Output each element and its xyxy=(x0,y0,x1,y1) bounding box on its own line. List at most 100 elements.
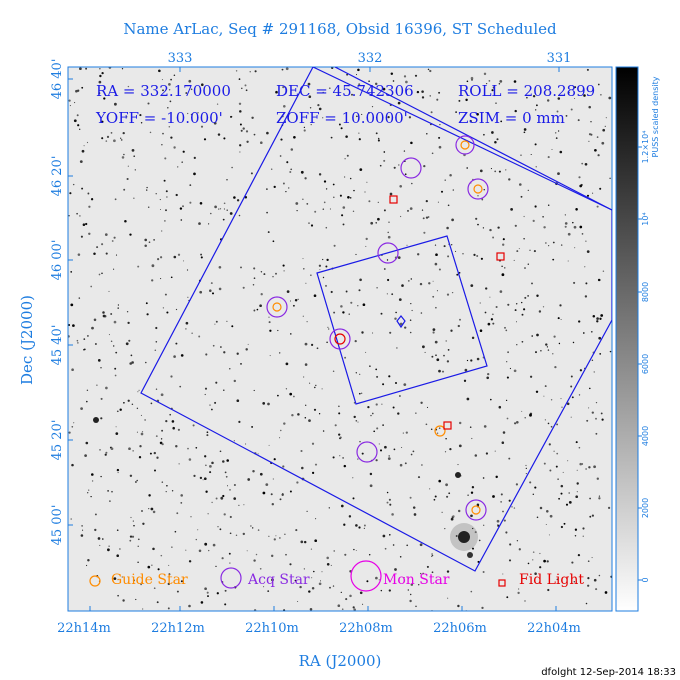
background-star xyxy=(229,562,231,564)
background-star xyxy=(434,340,438,344)
background-star xyxy=(543,226,546,229)
background-star xyxy=(371,412,374,415)
background-star xyxy=(421,96,425,99)
background-star xyxy=(129,535,133,538)
background-star xyxy=(534,486,537,489)
background-star xyxy=(109,500,111,502)
background-star xyxy=(392,80,395,82)
background-star xyxy=(529,249,531,252)
colorbar-title: PUSS scaled density xyxy=(651,76,660,157)
background-star xyxy=(506,596,509,599)
background-star xyxy=(116,529,119,532)
background-star xyxy=(219,208,222,210)
background-star xyxy=(427,68,430,71)
background-star xyxy=(415,412,417,414)
background-star xyxy=(365,237,368,241)
background-star xyxy=(470,78,474,81)
background-star xyxy=(97,537,101,540)
background-star xyxy=(286,290,290,293)
background-star xyxy=(513,259,515,261)
background-star xyxy=(325,226,328,229)
background-star xyxy=(155,193,157,195)
background-star xyxy=(525,467,527,470)
background-star xyxy=(436,432,439,434)
background-star xyxy=(120,139,123,141)
background-star xyxy=(492,236,495,239)
background-star xyxy=(376,427,379,430)
background-star xyxy=(318,264,322,267)
background-star xyxy=(224,589,227,592)
background-star xyxy=(568,492,571,494)
background-star xyxy=(598,495,601,497)
background-star xyxy=(488,79,491,82)
background-star xyxy=(81,149,85,153)
background-star xyxy=(162,132,164,135)
background-star xyxy=(349,197,352,199)
background-star xyxy=(498,405,502,409)
background-star xyxy=(595,401,598,404)
background-star xyxy=(233,379,236,383)
background-star xyxy=(122,131,125,135)
background-star xyxy=(388,375,391,378)
background-star xyxy=(268,444,270,446)
background-star xyxy=(340,504,344,508)
background-star xyxy=(429,69,432,73)
background-star xyxy=(342,206,346,209)
background-star xyxy=(82,223,86,226)
background-star xyxy=(254,70,257,73)
background-star xyxy=(87,492,89,494)
background-star xyxy=(218,265,222,269)
background-star xyxy=(430,111,433,114)
background-star xyxy=(399,185,403,188)
background-star xyxy=(420,572,422,575)
background-star xyxy=(589,497,591,500)
background-star xyxy=(158,69,161,73)
background-star xyxy=(500,493,503,496)
background-star xyxy=(507,303,510,306)
background-star xyxy=(96,384,98,386)
background-star xyxy=(80,235,83,238)
background-star xyxy=(182,205,184,208)
background-star xyxy=(78,297,81,299)
background-star xyxy=(562,471,564,473)
background-star xyxy=(310,224,314,227)
background-star xyxy=(120,137,122,139)
background-star xyxy=(556,110,559,113)
background-star xyxy=(147,206,150,208)
background-star xyxy=(304,177,307,180)
background-star xyxy=(419,543,423,547)
background-star xyxy=(445,340,447,342)
background-star xyxy=(423,231,426,234)
background-star xyxy=(497,524,499,526)
background-star xyxy=(438,479,442,483)
background-star xyxy=(209,404,211,406)
background-star xyxy=(470,76,474,80)
background-star xyxy=(229,368,231,370)
background-star xyxy=(600,314,604,317)
background-star xyxy=(94,513,97,516)
background-star xyxy=(513,507,516,509)
background-star xyxy=(164,293,167,296)
background-star xyxy=(253,133,256,136)
background-star xyxy=(431,553,433,555)
background-star xyxy=(173,255,177,259)
background-star xyxy=(432,328,436,331)
background-star xyxy=(342,311,345,314)
background-star xyxy=(444,179,446,181)
background-star xyxy=(277,394,279,397)
background-star xyxy=(578,320,581,323)
bottom-tick-label: 22h06m xyxy=(433,621,487,636)
background-star xyxy=(269,355,271,357)
background-star xyxy=(252,470,255,473)
background-star xyxy=(536,333,539,337)
background-star xyxy=(90,198,94,201)
background-star xyxy=(90,495,92,498)
star-markers xyxy=(266,135,489,521)
background-star xyxy=(431,152,434,155)
background-star xyxy=(111,490,113,493)
guide-star xyxy=(460,140,470,150)
background-star xyxy=(322,430,325,432)
background-star xyxy=(113,268,115,270)
background-star xyxy=(520,154,522,156)
background-star xyxy=(303,568,305,570)
